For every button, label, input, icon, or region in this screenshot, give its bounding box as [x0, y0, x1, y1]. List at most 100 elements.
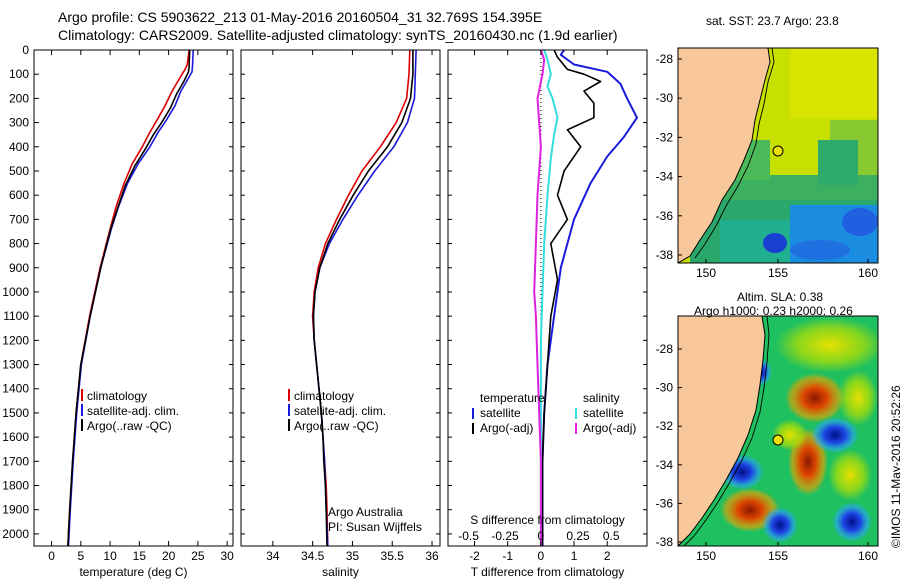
argo-location-marker: [772, 434, 784, 446]
y-tick-label: 0: [22, 43, 29, 57]
sla-map-title-2: Argo h1000: 0.23 h2000: 0.26: [694, 304, 853, 318]
x-axis-label: temperature (deg C): [79, 565, 187, 579]
map-y-tick-label: -38: [656, 535, 674, 549]
series-line-salinity-0: [311, 49, 411, 547]
legend-label: satellite-adj. clim.: [87, 404, 179, 418]
y-tick-label: 1900: [2, 503, 29, 517]
y-tick-label: 1600: [2, 430, 29, 444]
legend-s-argo: Argo(-adj): [583, 421, 636, 435]
series-line-difference-3: [533, 49, 546, 546]
x-tick-label: 1: [571, 549, 578, 563]
x-tick-label: -1: [502, 549, 513, 563]
credit-text: ©IMOS 11-May-2016 20:52:26: [889, 385, 900, 548]
legend-label: Argo(..raw -QC): [87, 419, 172, 433]
series-line-difference-2: [539, 49, 559, 546]
legend-s-satellite: satellite: [583, 406, 624, 420]
series-line-temperature-1: [67, 49, 194, 547]
map-axes-sst: 150 155 160 -28 -30 -32 -34 -36 -38: [656, 52, 879, 280]
map-x-tick-label: 155: [768, 549, 788, 563]
series-line-salinity-2: [312, 50, 414, 547]
s-tick-label: 0: [538, 529, 545, 543]
x-tick-label: 34.5: [301, 549, 325, 563]
legend-label: climatology: [87, 389, 147, 403]
map-y-tick-label: -34: [656, 170, 674, 184]
y-tick-label: 1100: [3, 309, 29, 323]
plot-frame-salinity: [240, 49, 441, 547]
map-y-tick-label: -34: [656, 458, 674, 472]
x-tick-label: 35: [346, 549, 360, 563]
map-y-tick-label: -38: [656, 248, 674, 262]
s-tick-label: -0.5: [458, 529, 479, 543]
chart-salinity: 34 34.5 35 35.5 36 salinity climatologysatelli…: [240, 49, 441, 579]
note-text: Argo Australia: [328, 505, 403, 519]
y-tick-label: 100: [9, 67, 29, 81]
legend-label: climatology: [294, 389, 354, 403]
argo-location-marker: [772, 145, 784, 157]
s-tick-label: -0.25: [491, 529, 519, 543]
legend-label: Argo(..raw -QC): [294, 419, 379, 433]
sla-map-title-1: Altim. SLA: 0.38: [737, 290, 824, 304]
series-line-temperature-2: [67, 49, 191, 547]
y-tick-label: 1300: [2, 358, 29, 372]
map-x-tick-label: 160: [858, 549, 878, 563]
series-line-temperature-0: [67, 49, 190, 547]
map-y-tick-label: -36: [656, 496, 674, 510]
sla-map: [677, 315, 879, 547]
land: [678, 316, 765, 546]
x-tick-label: 2: [604, 549, 611, 563]
x-tick-label: 0: [48, 549, 55, 563]
x-tick-label: 10: [103, 549, 117, 563]
y-tick-label: 1800: [2, 479, 29, 493]
y-tick-label: 1200: [2, 333, 29, 347]
series-line-difference-1: [541, 49, 602, 546]
y-tick-label: 1500: [2, 406, 29, 420]
map-x-tick-label: 155: [768, 266, 788, 280]
map-axes-sla: 150 155 160 -28 -30 -32 -34 -36 -38: [656, 342, 879, 563]
y-tick-label: 700: [9, 212, 29, 226]
x-tick-label: 36: [425, 549, 439, 563]
chart-temperature: 0 5 10 15 20 25 300100200300400500600700800900…: [2, 43, 234, 579]
x-tick-label: 34: [266, 549, 280, 563]
legend-t-satellite: satellite: [480, 406, 521, 420]
map-y-tick-label: -36: [656, 209, 674, 223]
map-y-tick-label: -28: [656, 342, 674, 356]
y-tick-label: 2000: [2, 527, 29, 541]
x-tick-label: 5: [77, 549, 84, 563]
s-tick-label: 0.5: [603, 529, 620, 543]
map-x-tick-label: 150: [696, 549, 716, 563]
x-tick-label: 15: [133, 549, 147, 563]
y-tick-label: 300: [9, 116, 29, 130]
map-y-tick-label: -32: [656, 419, 674, 433]
sst-map-title: sat. SST: 23.7 Argo: 23.8: [706, 14, 839, 28]
note-text: PI: Susan Wijffels: [328, 520, 422, 534]
map-x-tick-label: 150: [696, 266, 716, 280]
x-axis-label: T difference from climatology: [471, 565, 625, 579]
header-line-1: Argo profile: CS 5903622_213 01-May-2016…: [58, 9, 543, 25]
plot-frame-difference: [447, 49, 648, 547]
header-line-2: Climatology: CARS2009. Satellite-adjuste…: [58, 27, 618, 43]
map-y-tick-label: -28: [656, 52, 674, 66]
x-tick-label: 20: [162, 549, 176, 563]
y-tick-label: 1000: [2, 285, 29, 299]
x-tick-label: 35.5: [381, 549, 405, 563]
map-y-tick-label: -30: [656, 91, 674, 105]
legend-header-temperature: temperature: [480, 391, 545, 405]
chart-difference: -2 -1 0 1 2 T difference from climatology temp…: [447, 49, 648, 579]
x-tick-label: 25: [191, 549, 205, 563]
y-tick-label: 400: [9, 140, 29, 154]
map-y-tick-label: -32: [656, 130, 674, 144]
y-tick-label: 200: [9, 91, 29, 105]
x-axis-label: salinity: [322, 565, 359, 579]
map-y-tick-label: -30: [656, 381, 674, 395]
x-tick-label: -2: [469, 549, 480, 563]
x-axis-label-top: S difference from climatology: [470, 513, 625, 527]
x-tick-label: 30: [220, 549, 234, 563]
y-tick-label: 1400: [2, 382, 29, 396]
x-tick-label: 0: [538, 549, 545, 563]
sst-map: [677, 47, 879, 264]
s-tick-label: 0.25: [566, 529, 590, 543]
legend-t-argo: Argo(-adj): [480, 421, 533, 435]
y-tick-label: 800: [9, 237, 29, 251]
